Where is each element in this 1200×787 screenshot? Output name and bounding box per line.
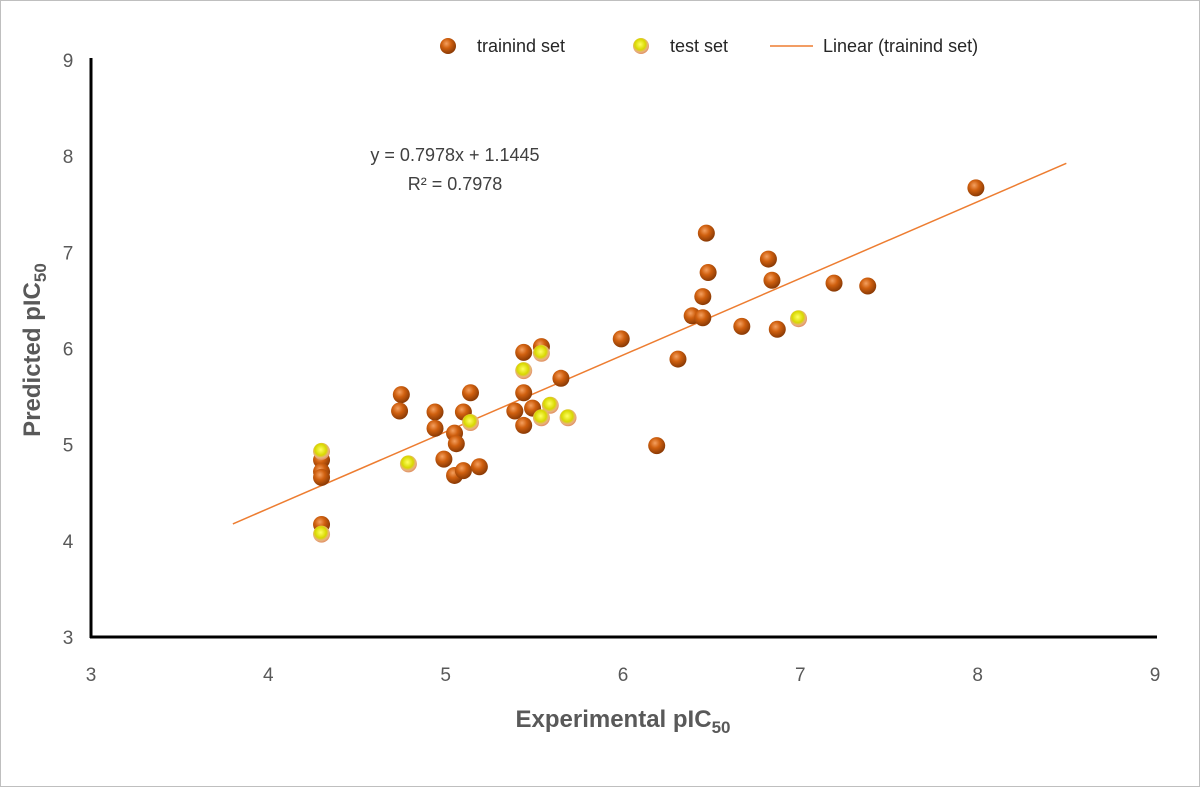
training-point [461,384,479,402]
x-tick-label: 4 [263,665,274,686]
training-point [612,330,630,348]
y-tick-label: 4 [63,532,74,553]
training-point [759,250,777,268]
training-point [967,179,985,197]
x-tick-label: 9 [1150,665,1161,686]
trendline [232,162,1067,525]
trendline-r2: R² = 0.7978 [408,174,503,194]
y-tick-label: 8 [63,147,74,168]
trendline-equation: y = 0.7978x + 1.1445 [370,145,539,165]
training-point [470,458,488,476]
training-point [697,224,715,242]
test-point [399,455,417,473]
test-point [532,409,550,427]
legend: trainind set test set Linear (trainind s… [440,36,978,56]
training-point [699,264,717,282]
x-tick-label: 7 [795,665,806,686]
x-tick-label: 8 [972,665,983,686]
test-point [559,409,577,427]
y-tick-label: 9 [63,51,74,72]
training-point [426,419,444,437]
test-point [515,362,533,380]
legend-marker-test [633,38,649,54]
legend-marker-training [440,38,456,54]
training-point [694,288,712,306]
training-point [454,462,472,480]
test-point [790,310,808,328]
training-point [825,274,843,292]
test-point [313,442,331,460]
training-point [391,402,409,420]
training-point [763,271,781,289]
training-point [859,277,877,295]
training-point [313,468,331,486]
training-point [426,403,444,421]
training-point [506,402,524,420]
training-point [515,343,533,361]
x-tick-label: 6 [618,665,629,686]
y-tick-label: 5 [63,436,74,457]
legend-label-test: test set [670,36,728,56]
training-point [552,369,570,387]
y-tick-label: 3 [63,628,74,649]
test-point [313,525,331,543]
training-point [435,450,453,468]
training-point [733,317,751,335]
training-point [669,350,687,368]
legend-label-trendline: Linear (trainind set) [823,36,978,56]
y-tick-label: 6 [63,340,74,361]
training-point [648,437,666,455]
training-point [694,309,712,327]
test-point [461,414,479,432]
training-point [768,320,786,338]
training-point [515,416,533,434]
y-axis-label: Predicted pIC50 [19,263,50,437]
training-point [515,384,533,402]
legend-label-training: trainind set [477,36,565,56]
x-tick-label: 3 [86,665,97,686]
x-axis-label: Experimental pIC50 [516,706,731,737]
y-tick-label: 7 [63,243,74,264]
training-point [392,386,410,404]
x-tick-label: 5 [440,665,451,686]
training-point [447,435,465,453]
test-point [532,344,550,362]
test-point [541,396,559,414]
